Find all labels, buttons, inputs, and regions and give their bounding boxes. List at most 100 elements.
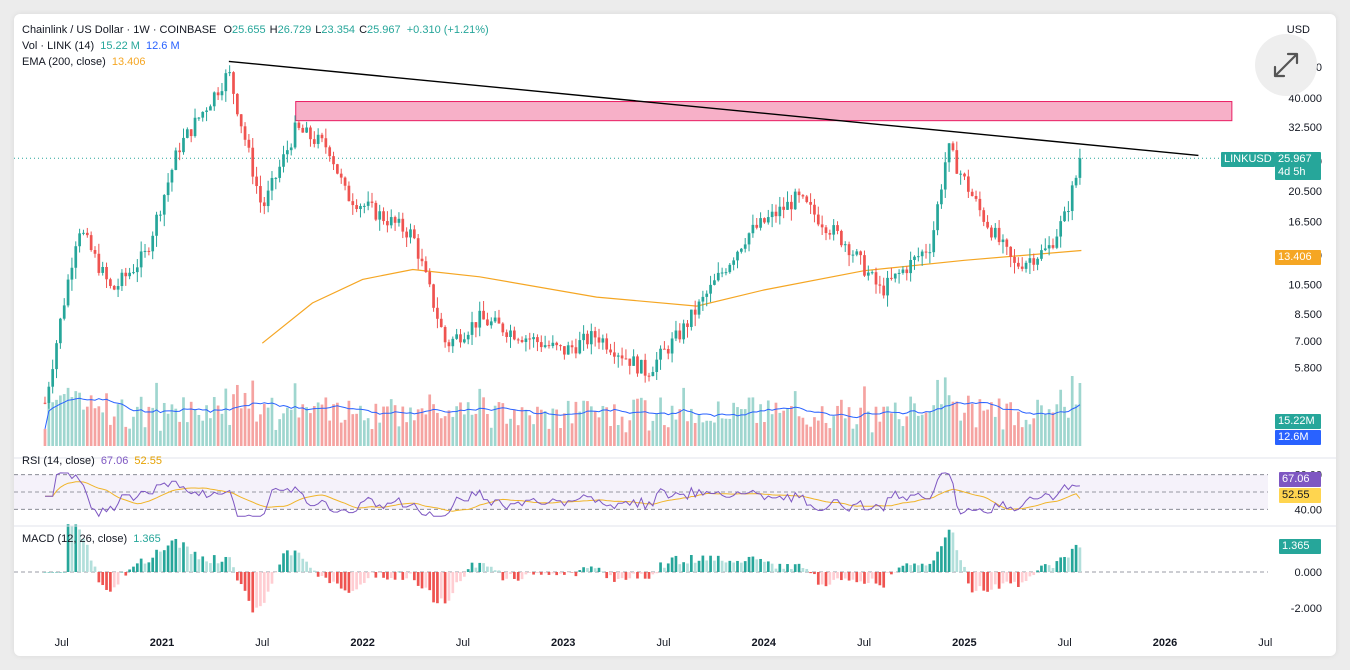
macd-bar <box>255 572 258 608</box>
time-axis-label: Jul <box>1058 637 1072 649</box>
candle-body <box>447 342 451 347</box>
volume-bar <box>182 397 185 446</box>
ema-legend[interactable]: EMA (200, close) 13.406 <box>22 56 145 68</box>
macd-bar <box>759 558 762 572</box>
candle-body <box>224 73 228 92</box>
macd-legend-value: 1.365 <box>133 533 161 545</box>
candle-body <box>1036 258 1039 265</box>
macd-bar <box>966 572 970 584</box>
volume-bar <box>855 424 859 446</box>
volume-bar <box>270 397 274 446</box>
macd-bar <box>897 567 901 572</box>
volume-bar <box>747 397 751 446</box>
macd-bar <box>93 566 97 572</box>
candle-body <box>574 347 578 354</box>
macd-bar <box>589 566 593 572</box>
macd-bar <box>205 561 208 572</box>
volume-bar <box>970 403 974 446</box>
macd-bar <box>78 529 81 572</box>
volume-legend-value: 15.22 M <box>100 40 140 52</box>
volume-bar <box>1020 427 1024 446</box>
candle-body <box>343 177 347 186</box>
candle-body <box>1063 211 1066 222</box>
candle-body <box>147 250 151 252</box>
macd-bar <box>840 572 843 581</box>
volume-bar <box>882 406 886 446</box>
volume-bar <box>139 396 143 446</box>
volume-bar <box>424 414 428 446</box>
volume-bar <box>632 399 635 446</box>
macd-bar <box>182 542 185 572</box>
macd-bar <box>59 572 62 573</box>
candle-body <box>1051 245 1055 248</box>
candle-body <box>843 244 847 246</box>
macd-bar <box>155 549 158 572</box>
candle-body <box>828 233 832 235</box>
macd-bar <box>659 562 662 572</box>
macd-bar <box>47 572 51 573</box>
macd-bar <box>986 572 989 592</box>
volume-ma-line <box>44 397 1081 430</box>
macd-bar <box>85 544 89 572</box>
candle-body <box>105 267 108 280</box>
volume-bar <box>682 387 685 446</box>
macd-bar <box>328 572 332 584</box>
macd-bar <box>974 572 978 591</box>
volume-bar <box>112 416 116 446</box>
candle-body <box>666 349 670 354</box>
macd-bar <box>247 572 251 601</box>
candle-body <box>997 227 1001 243</box>
macd-bar <box>701 555 705 572</box>
chart-canvas[interactable]: 5.8007.0008.50010.50013.00016.50020.5002… <box>14 14 1336 656</box>
candle-body <box>282 154 285 167</box>
candle-body <box>1009 246 1013 257</box>
macd-bar <box>439 572 443 599</box>
volume-bar <box>693 422 697 446</box>
bar-countdown: 4d 5h <box>1278 166 1306 178</box>
macd-bar <box>378 572 382 573</box>
macd-bar <box>97 572 101 583</box>
macd-bar <box>470 562 474 572</box>
candle-body <box>359 206 362 210</box>
candle-body <box>920 251 924 257</box>
candle-body <box>66 279 70 306</box>
rsi-axis-label: 40.00 <box>1294 504 1322 516</box>
volume-legend[interactable]: Vol · LINK (14) 15.22 M 12.6 M <box>22 40 180 52</box>
macd-bar <box>855 572 859 583</box>
candle-body <box>347 185 351 202</box>
macd-bar <box>278 564 282 572</box>
volume-bar <box>886 406 889 446</box>
price-axis-label: 5.800 <box>1294 362 1322 374</box>
volume-bar <box>566 400 570 446</box>
time-axis-label: 2023 <box>551 637 575 649</box>
volume-bar <box>905 416 909 446</box>
candle-body <box>251 147 255 177</box>
candle-body <box>93 250 97 254</box>
candle-body <box>524 338 528 343</box>
candle-body <box>409 229 412 238</box>
volume-bar <box>1070 376 1074 446</box>
macd-legend[interactable]: MACD (12, 26, close) 1.365 <box>22 533 161 545</box>
symbol-legend[interactable]: Chainlink / US Dollar · 1W · COINBASE O2… <box>22 24 489 36</box>
candle-body <box>782 206 786 210</box>
candle-body <box>736 251 739 261</box>
macd-bar <box>1001 572 1005 584</box>
candle-body <box>185 129 189 138</box>
volume-bar <box>697 414 701 446</box>
candle-body <box>1013 256 1016 263</box>
macd-bar <box>362 572 366 583</box>
candle-body <box>1055 236 1059 248</box>
macd-bar <box>486 566 489 572</box>
macd-bar <box>990 572 993 590</box>
macd-bar <box>720 560 724 572</box>
volume-bar <box>901 426 905 446</box>
expand-button[interactable] <box>1255 34 1317 96</box>
macd-bar <box>109 572 112 592</box>
macd-bar <box>355 572 358 590</box>
volume-bar <box>174 408 178 446</box>
macd-bar <box>670 557 674 572</box>
macd-bar <box>139 558 143 572</box>
rsi-legend[interactable]: RSI (14, close) 67.06 52.55 <box>22 455 162 467</box>
volume-bar <box>47 393 51 446</box>
macd-bar <box>412 572 416 581</box>
